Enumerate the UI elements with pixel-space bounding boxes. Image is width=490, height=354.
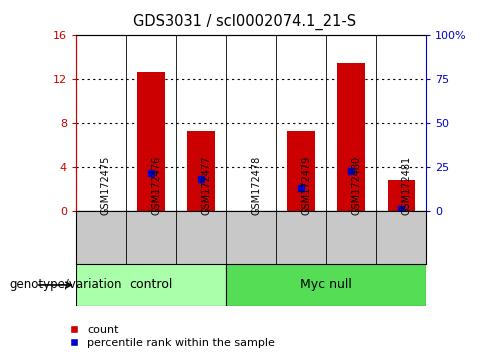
Bar [288, 131, 315, 211]
Text: GSM172479: GSM172479 [301, 156, 311, 215]
Text: GSM172481: GSM172481 [401, 156, 411, 215]
Bar [338, 63, 365, 211]
Bar [137, 72, 165, 211]
Text: control: control [129, 279, 172, 291]
Text: GSM172480: GSM172480 [351, 156, 361, 215]
Bar [187, 131, 215, 211]
Text: GSM172478: GSM172478 [251, 156, 261, 215]
Legend: count, percentile rank within the sample: count, percentile rank within the sample [69, 325, 275, 348]
Text: GSM172475: GSM172475 [101, 155, 111, 215]
Text: Myc null: Myc null [300, 279, 352, 291]
Text: GDS3031 / scl0002074.1_21-S: GDS3031 / scl0002074.1_21-S [133, 14, 357, 30]
Text: GSM172476: GSM172476 [151, 156, 161, 215]
Text: GSM172477: GSM172477 [201, 155, 211, 215]
Text: genotype/variation: genotype/variation [10, 279, 122, 291]
Bar [388, 180, 415, 211]
Bar [76, 264, 226, 306]
Bar [226, 264, 426, 306]
